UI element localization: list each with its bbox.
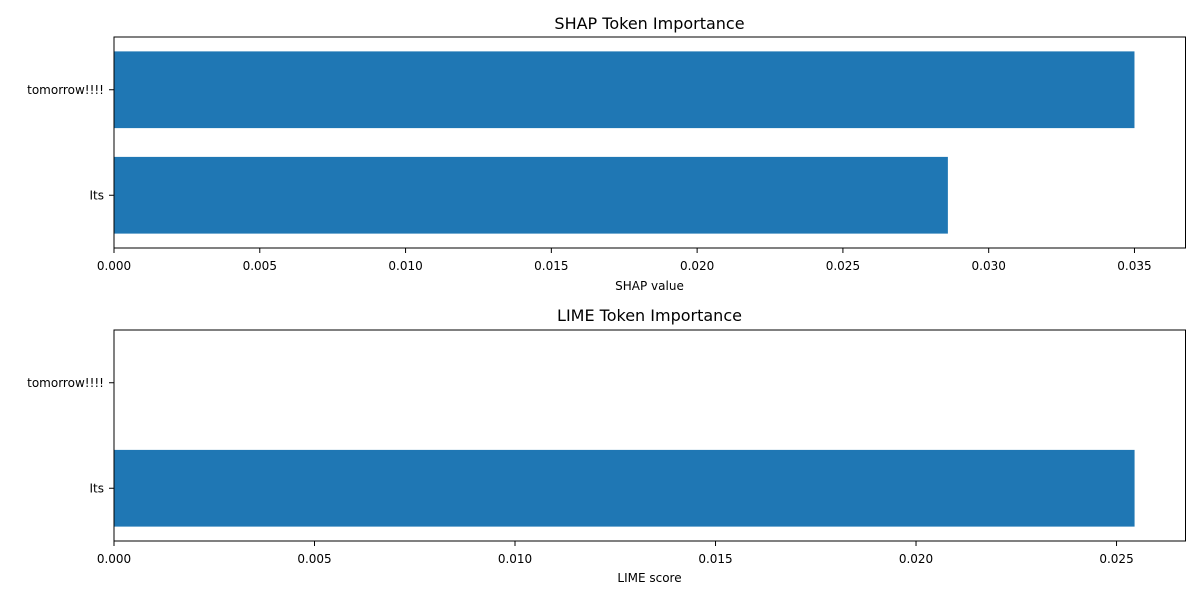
x-tick-label: 0.000	[97, 552, 131, 566]
x-tick-label: 0.000	[97, 259, 131, 273]
chart-title: SHAP Token Importance	[554, 14, 744, 33]
x-axis-label: LIME score	[617, 571, 681, 585]
bars	[114, 449, 1135, 527]
plot-frame	[113, 329, 1186, 542]
y-tick-label: Its	[90, 188, 105, 202]
y-tick-label: tomorrow!!!!	[27, 376, 104, 390]
lime-chart: LIME Token Importance 0.000 0.005 0.010 0.0…	[27, 306, 1186, 585]
x-tick-label: 0.035	[1117, 259, 1151, 273]
y-axis: tomorrow!!!! Its	[27, 376, 114, 495]
x-tick-label: 0.005	[243, 259, 277, 273]
x-tick-label: 0.015	[698, 552, 732, 566]
x-axis-label: SHAP value	[615, 279, 684, 293]
x-axis: 0.000 0.005 0.010 0.015 0.020 0.025	[97, 541, 1134, 566]
bar-its	[114, 156, 948, 234]
x-tick-label: 0.010	[388, 259, 422, 273]
y-tick-label: tomorrow!!!!	[27, 83, 104, 97]
shap-chart: SHAP Token Importance 0.000 0.005 0.010 0.0…	[27, 14, 1186, 293]
x-tick-label: 0.030	[972, 259, 1006, 273]
x-tick-label: 0.025	[1099, 552, 1133, 566]
x-tick-label: 0.010	[498, 552, 532, 566]
x-tick-label: 0.025	[826, 259, 860, 273]
chart-title: LIME Token Importance	[557, 306, 742, 325]
x-tick-label: 0.020	[680, 259, 714, 273]
x-axis: 0.000 0.005 0.010 0.015 0.020 0.025 0.030 0.035	[97, 248, 1152, 273]
y-axis: tomorrow!!!! Its	[27, 83, 114, 202]
x-tick-label: 0.005	[297, 552, 331, 566]
y-tick-label: Its	[90, 481, 105, 495]
bar-tomorrow	[114, 51, 1135, 129]
x-tick-label: 0.020	[899, 552, 933, 566]
bar-its	[114, 449, 1135, 527]
plot-frame	[113, 36, 1186, 249]
x-tick-label: 0.015	[534, 259, 568, 273]
bars	[114, 51, 1135, 234]
